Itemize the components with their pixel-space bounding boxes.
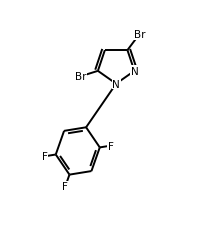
Text: N: N	[130, 67, 138, 76]
Text: N: N	[112, 79, 120, 89]
Text: F: F	[42, 152, 48, 162]
Text: F: F	[62, 182, 68, 192]
Text: Br: Br	[134, 30, 145, 40]
Text: Br: Br	[75, 72, 86, 82]
Text: F: F	[108, 141, 114, 151]
